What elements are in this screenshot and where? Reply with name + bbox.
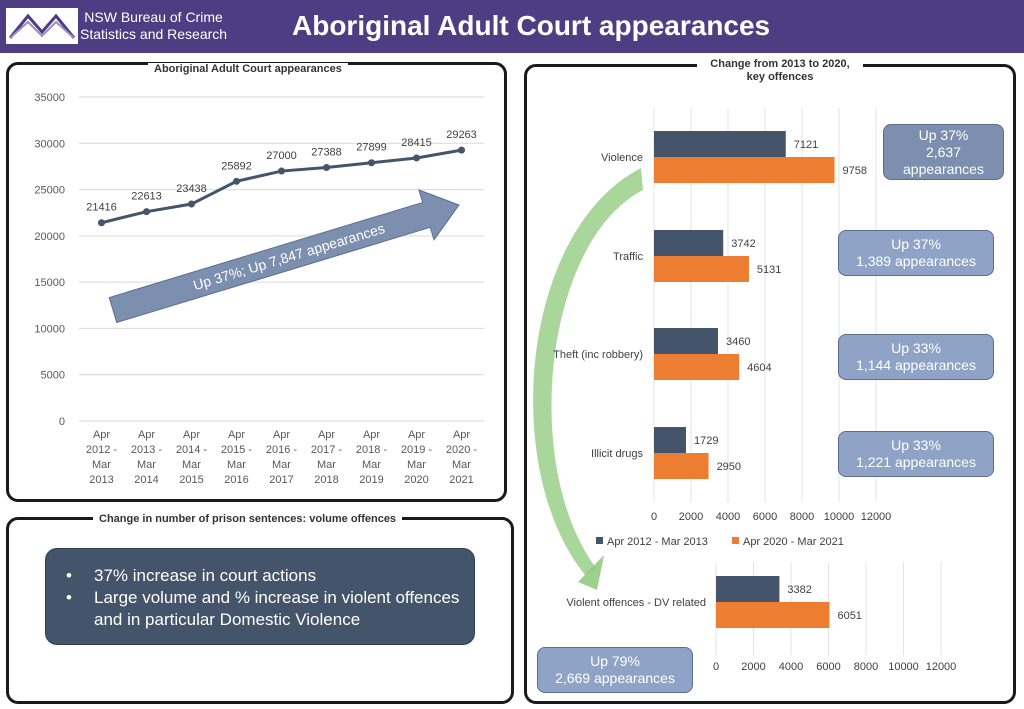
y-tick-label: 0 [59, 416, 65, 428]
bullet-glyph: • [66, 566, 72, 585]
org-name-line2: Statistics and Research [80, 26, 228, 42]
header-bar: NSW Bureau of Crime Statistics and Resea… [0, 0, 1024, 53]
line-chart: 0 5000 10000 15000 20000 25000 30000 35000 Apr 20… [34, 92, 484, 486]
data-label: 27899 [356, 142, 387, 154]
page-title: Aboriginal Adult Court appearances [292, 10, 771, 41]
data-point [323, 163, 330, 171]
trend-arrow: Up 37%; Up 7,847 appearances [108, 189, 460, 324]
data-point [413, 154, 420, 162]
bar-chart-title: Change from 2013 to 2020, key offences [697, 58, 863, 84]
callout-violence: Up 37% 2,637 appearances [883, 124, 1004, 180]
callout-text: Up 79% 2,669 appearances [555, 653, 675, 686]
callout-text: Up 37% 2,637 appearances [903, 126, 984, 177]
y-tick-label: 25000 [34, 185, 65, 197]
data-point [143, 208, 150, 216]
bullet-item: • Large volume and % increase in violent… [66, 587, 464, 631]
x-tick-label: Apr 2014 -Mar 2015 [176, 429, 208, 486]
line-chart-panel: 0 5000 10000 15000 20000 25000 30000 35000 Apr 20… [6, 62, 507, 502]
bullet-glyph: • [66, 588, 72, 607]
x-tick-label: Apr 2019 -Mar 2020 [401, 429, 433, 486]
data-point [278, 167, 285, 175]
callout-text: Up 37% 1,389 appearances [856, 236, 976, 269]
trend-arrow-shape [108, 189, 460, 324]
y-tick-label: 10000 [34, 323, 65, 335]
y-tick-label: 15000 [34, 277, 65, 289]
data-label: 27000 [266, 150, 297, 162]
data-point [98, 219, 105, 227]
callout-text: Up 33% 1,221 appearances [856, 437, 976, 470]
bar-chart-title-line1: Change from 2013 to 2020, [710, 58, 850, 70]
y-tick-label: 5000 [41, 370, 65, 382]
callout-drugs: Up 33% 1,221 appearances [838, 431, 994, 477]
org-name-line1: NSW Bureau of Crime [84, 9, 223, 25]
data-point [233, 177, 240, 185]
data-label: 25892 [221, 160, 252, 172]
nsw-bocsar-logo [6, 8, 78, 44]
x-tick-label: Apr 2018 -Mar 2019 [356, 429, 388, 486]
x-tick-label: Apr 2017 -Mar 2018 [311, 429, 343, 486]
data-label: 21416 [86, 202, 117, 214]
callout-text: Up 33% 1,144 appearances [856, 340, 976, 373]
data-point [458, 146, 465, 154]
bullet-text: Large volume and % increase in violent o… [94, 588, 460, 629]
x-tick-label: Apr 2015 -Mar 2016 [221, 429, 253, 486]
data-point [368, 159, 375, 167]
summary-panel-title: Change in number of prison sentences: vo… [93, 513, 403, 526]
callout-dv: Up 79% 2,669 appearances [537, 647, 693, 693]
data-label: 28415 [401, 137, 432, 149]
org-name: NSW Bureau of Crime Statistics and Resea… [80, 9, 227, 43]
data-label: 22613 [131, 191, 162, 203]
summary-bullets: • 37% increase in court actions • Large … [45, 548, 475, 645]
data-label: 27388 [311, 146, 342, 158]
x-tick-label: Apr 2013 -Mar 2014 [131, 429, 163, 486]
callout-traffic: Up 37% 1,389 appearances [838, 230, 994, 276]
y-tick-label: 30000 [34, 138, 65, 150]
data-label: 23438 [176, 183, 207, 195]
x-tick-label: Apr 2012 -Mar 2013 [86, 429, 118, 486]
data-label: 29263 [446, 129, 477, 141]
y-tick-label: 35000 [34, 92, 65, 104]
data-point [188, 200, 195, 208]
callout-theft: Up 33% 1,144 appearances [838, 334, 994, 380]
bullet-item: • 37% increase in court actions [66, 565, 464, 587]
bar-chart-title-line2: key offences [746, 71, 814, 83]
x-tick-label: Apr 2020 -Mar 2021 [446, 429, 478, 486]
y-tick-label: 20000 [34, 231, 65, 243]
x-tick-label: Apr 2016 -Mar 2017 [266, 429, 298, 486]
line-chart-title: Aboriginal Adult Court appearances [148, 63, 348, 76]
bullet-text: 37% increase in court actions [94, 566, 317, 585]
